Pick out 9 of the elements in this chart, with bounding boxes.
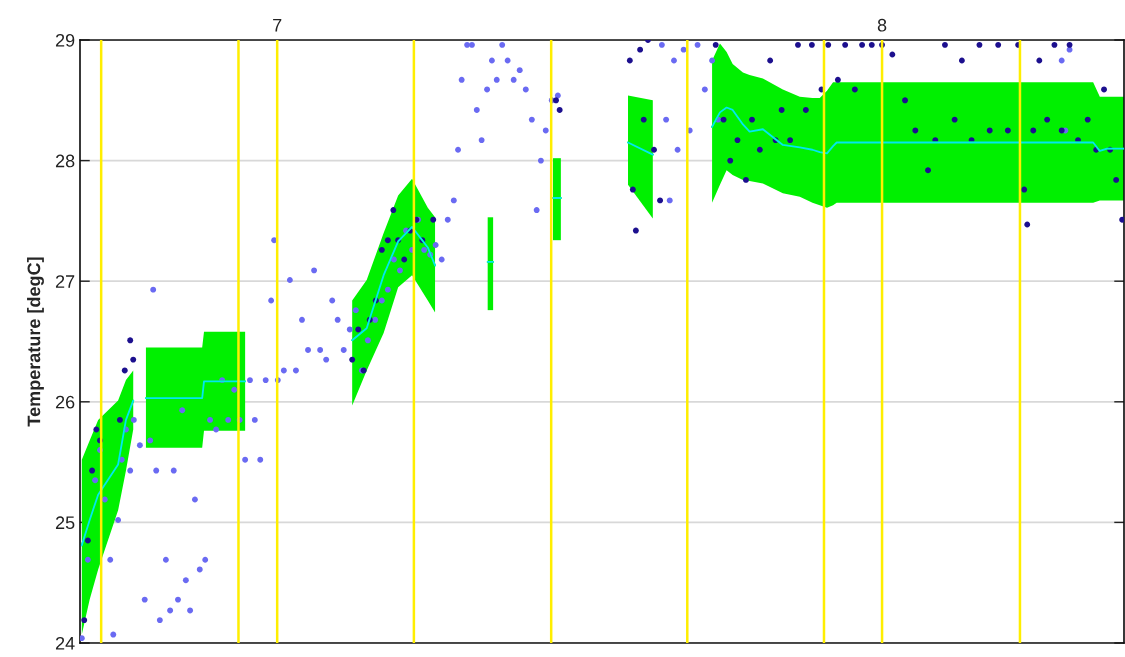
y-tick-label: 24: [55, 636, 75, 650]
x-tick-label: 7: [273, 18, 282, 32]
y-tick-label: 29: [55, 33, 75, 47]
y-tick-label: 25: [55, 516, 75, 530]
y-axis-title: Temperature [degC]: [27, 257, 44, 427]
x-tick-label: 8: [877, 18, 887, 32]
y-tick-label: 26: [55, 395, 75, 409]
y-tick-label: 27: [55, 275, 75, 288]
y-tick-label: 28: [55, 154, 75, 168]
